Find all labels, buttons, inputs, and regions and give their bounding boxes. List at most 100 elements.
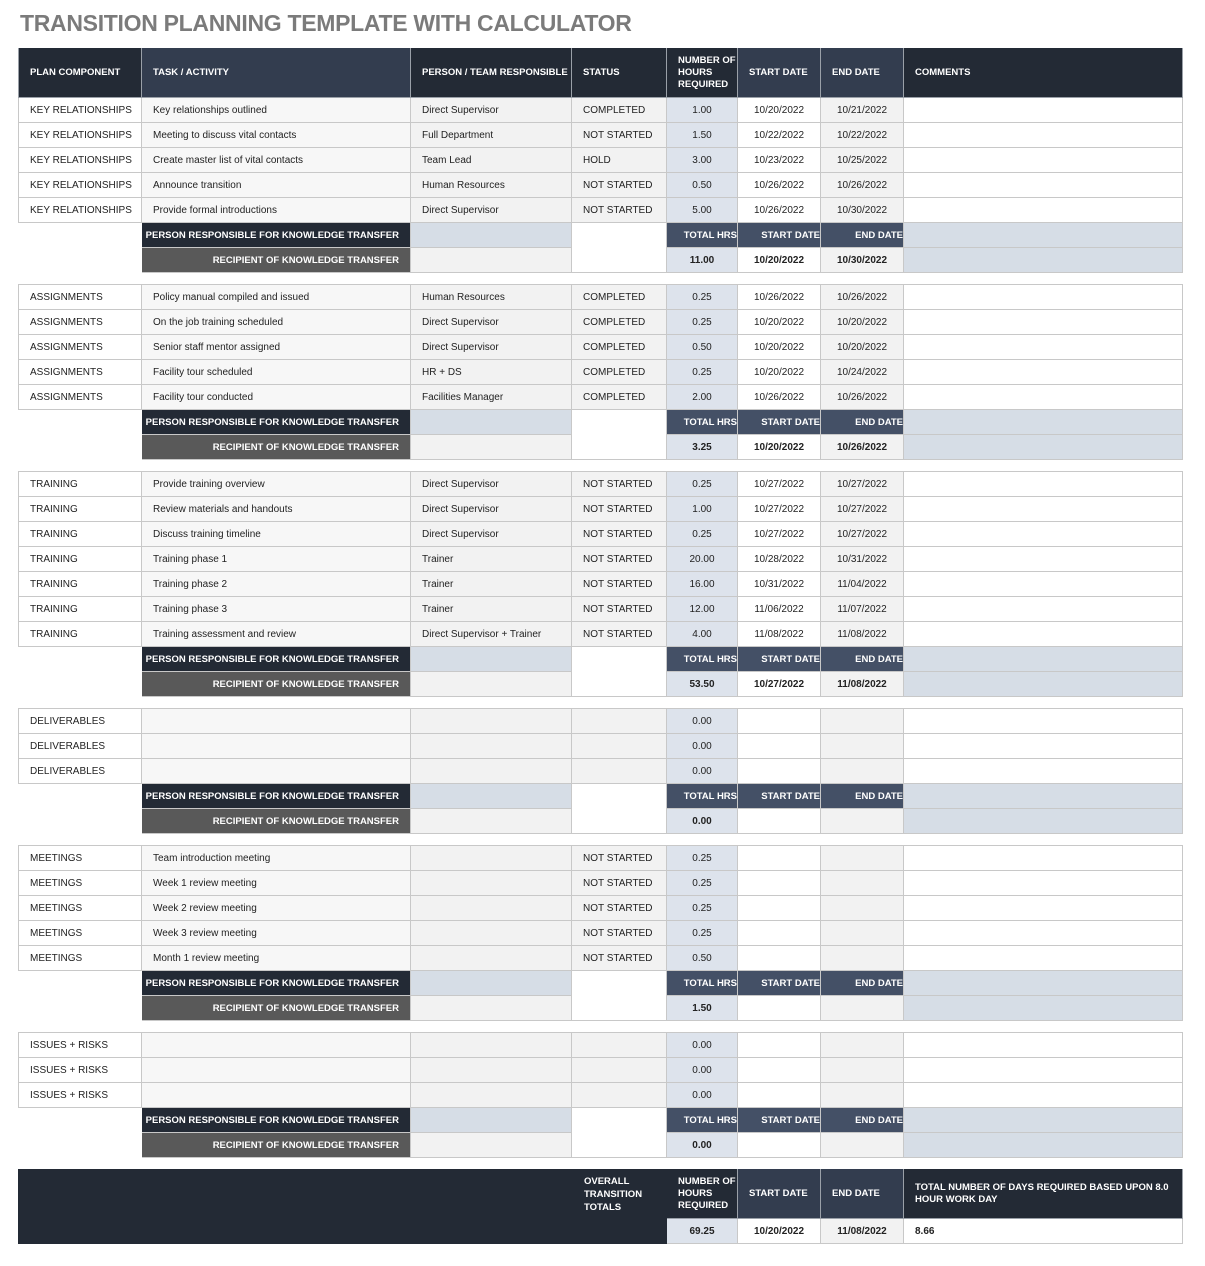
cell-comments[interactable] <box>904 547 1183 572</box>
cell-hours[interactable]: 0.25 <box>667 846 738 871</box>
cell-hours[interactable]: 1.50 <box>667 123 738 148</box>
cell-end-date[interactable]: 10/21/2022 <box>821 98 904 123</box>
summary-comments[interactable] <box>904 784 1183 809</box>
cell-person[interactable]: Full Department <box>411 123 572 148</box>
cell-person[interactable]: Direct Supervisor + Trainer <box>411 622 572 647</box>
cell-hours[interactable]: 4.00 <box>667 622 738 647</box>
cell-task[interactable]: Week 3 review meeting <box>142 921 411 946</box>
cell-plan-component[interactable]: DELIVERABLES <box>18 709 142 734</box>
cell-status[interactable] <box>572 1083 667 1108</box>
cell-plan-component[interactable]: MEETINGS <box>18 896 142 921</box>
cell-status[interactable]: NOT STARTED <box>572 846 667 871</box>
cell-end-date[interactable]: 10/30/2022 <box>821 198 904 223</box>
cell-comments[interactable] <box>904 198 1183 223</box>
cell-end-date[interactable]: 11/04/2022 <box>821 572 904 597</box>
cell-comments[interactable] <box>904 1083 1183 1108</box>
person-responsible-input[interactable] <box>411 410 572 435</box>
cell-end-date[interactable]: 10/22/2022 <box>821 123 904 148</box>
cell-start-date[interactable]: 10/22/2022 <box>738 123 821 148</box>
cell-plan-component[interactable]: ISSUES + RISKS <box>18 1033 142 1058</box>
cell-task[interactable]: Create master list of vital contacts <box>142 148 411 173</box>
cell-hours[interactable]: 0.00 <box>667 1058 738 1083</box>
cell-person[interactable]: Direct Supervisor <box>411 472 572 497</box>
cell-task[interactable]: Senior staff mentor assigned <box>142 335 411 360</box>
cell-hours[interactable]: 0.00 <box>667 759 738 784</box>
cell-person[interactable]: Direct Supervisor <box>411 335 572 360</box>
cell-person[interactable] <box>411 1033 572 1058</box>
cell-task[interactable]: Discuss training timeline <box>142 522 411 547</box>
cell-task[interactable]: Training phase 2 <box>142 572 411 597</box>
cell-hours[interactable]: 12.00 <box>667 597 738 622</box>
cell-end-date[interactable] <box>821 759 904 784</box>
cell-start-date[interactable]: 10/26/2022 <box>738 173 821 198</box>
cell-end-date[interactable] <box>821 846 904 871</box>
summary-comments[interactable] <box>904 410 1183 435</box>
cell-hours[interactable]: 0.00 <box>667 1083 738 1108</box>
cell-person[interactable] <box>411 846 572 871</box>
cell-hours[interactable]: 2.00 <box>667 385 738 410</box>
cell-status[interactable]: NOT STARTED <box>572 896 667 921</box>
cell-task[interactable]: Meeting to discuss vital contacts <box>142 123 411 148</box>
cell-person[interactable]: Trainer <box>411 597 572 622</box>
cell-hours[interactable]: 0.25 <box>667 360 738 385</box>
cell-hours[interactable]: 0.50 <box>667 946 738 971</box>
cell-start-date[interactable] <box>738 896 821 921</box>
cell-comments[interactable] <box>904 597 1183 622</box>
cell-status[interactable]: NOT STARTED <box>572 622 667 647</box>
cell-hours[interactable]: 0.25 <box>667 871 738 896</box>
cell-end-date[interactable] <box>821 1058 904 1083</box>
cell-start-date[interactable] <box>738 1058 821 1083</box>
cell-status[interactable] <box>572 709 667 734</box>
summary-comments[interactable] <box>904 1108 1183 1133</box>
cell-task[interactable]: Facility tour conducted <box>142 385 411 410</box>
cell-task[interactable] <box>142 734 411 759</box>
cell-person[interactable] <box>411 759 572 784</box>
cell-person[interactable] <box>411 871 572 896</box>
cell-plan-component[interactable]: TRAINING <box>18 497 142 522</box>
cell-plan-component[interactable]: ASSIGNMENTS <box>18 310 142 335</box>
cell-person[interactable]: Direct Supervisor <box>411 522 572 547</box>
cell-person[interactable] <box>411 734 572 759</box>
cell-hours[interactable]: 5.00 <box>667 198 738 223</box>
cell-comments[interactable] <box>904 148 1183 173</box>
cell-status[interactable]: NOT STARTED <box>572 547 667 572</box>
cell-plan-component[interactable]: TRAINING <box>18 522 142 547</box>
cell-plan-component[interactable]: TRAINING <box>18 547 142 572</box>
cell-end-date[interactable]: 10/27/2022 <box>821 472 904 497</box>
cell-task[interactable]: Week 1 review meeting <box>142 871 411 896</box>
cell-start-date[interactable] <box>738 1083 821 1108</box>
cell-plan-component[interactable]: ASSIGNMENTS <box>18 285 142 310</box>
cell-status[interactable]: COMPLETED <box>572 335 667 360</box>
cell-task[interactable] <box>142 759 411 784</box>
cell-end-date[interactable]: 10/26/2022 <box>821 285 904 310</box>
summary-comments[interactable] <box>904 672 1183 697</box>
cell-status[interactable] <box>572 1033 667 1058</box>
cell-task[interactable]: Month 1 review meeting <box>142 946 411 971</box>
cell-person[interactable] <box>411 709 572 734</box>
recipient-input[interactable] <box>411 1133 572 1158</box>
cell-start-date[interactable]: 10/20/2022 <box>738 98 821 123</box>
cell-person[interactable] <box>411 1058 572 1083</box>
cell-status[interactable]: NOT STARTED <box>572 123 667 148</box>
cell-person[interactable]: Human Resources <box>411 285 572 310</box>
cell-hours[interactable]: 0.25 <box>667 285 738 310</box>
cell-start-date[interactable] <box>738 946 821 971</box>
cell-status[interactable]: COMPLETED <box>572 285 667 310</box>
cell-task[interactable]: Training phase 3 <box>142 597 411 622</box>
cell-start-date[interactable]: 10/26/2022 <box>738 198 821 223</box>
cell-start-date[interactable]: 10/20/2022 <box>738 335 821 360</box>
cell-comments[interactable] <box>904 98 1183 123</box>
cell-plan-component[interactable]: ISSUES + RISKS <box>18 1058 142 1083</box>
cell-start-date[interactable]: 10/27/2022 <box>738 522 821 547</box>
cell-end-date[interactable]: 10/26/2022 <box>821 385 904 410</box>
cell-end-date[interactable]: 10/20/2022 <box>821 310 904 335</box>
cell-comments[interactable] <box>904 759 1183 784</box>
cell-end-date[interactable]: 10/24/2022 <box>821 360 904 385</box>
cell-end-date[interactable] <box>821 896 904 921</box>
cell-hours[interactable]: 0.25 <box>667 896 738 921</box>
cell-person[interactable]: HR + DS <box>411 360 572 385</box>
cell-hours[interactable]: 0.25 <box>667 522 738 547</box>
cell-person[interactable]: Human Resources <box>411 173 572 198</box>
cell-comments[interactable] <box>904 335 1183 360</box>
cell-start-date[interactable] <box>738 921 821 946</box>
